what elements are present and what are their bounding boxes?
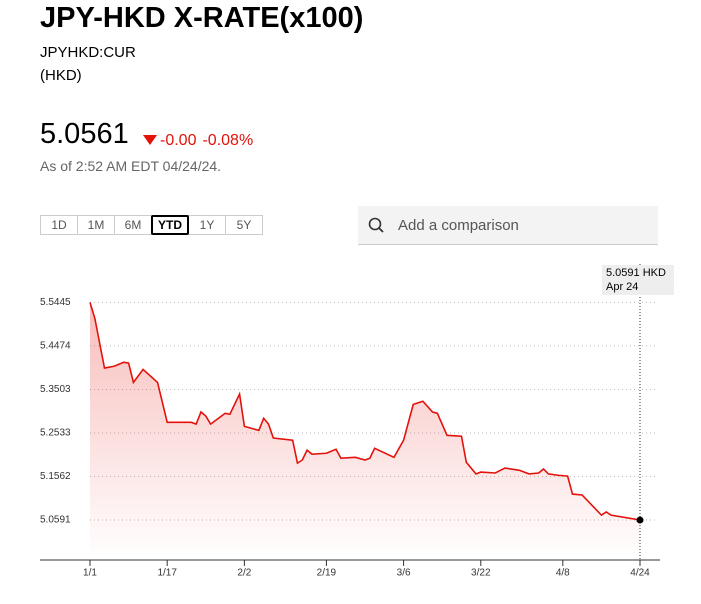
range-buttons: 1D 1M 6M YTD 1Y 5Y bbox=[40, 215, 263, 235]
tooltip-value: 5.0591 HKD bbox=[606, 267, 666, 279]
x-tick-label: 2/2 bbox=[237, 568, 251, 579]
y-tick-label: 5.1562 bbox=[40, 471, 71, 482]
title: JPY-HKD X-RATE(x100) bbox=[40, 2, 364, 34]
search-icon bbox=[368, 217, 384, 233]
tooltip-box bbox=[602, 265, 674, 295]
price: 5.0561 bbox=[40, 118, 129, 150]
x-tick-label: 4/24 bbox=[630, 568, 650, 579]
line bbox=[89, 302, 641, 521]
ticker: JPYHKD:CUR bbox=[40, 44, 136, 61]
y-tick-label: 5.5445 bbox=[40, 297, 71, 308]
tooltip-date: Apr 24 bbox=[606, 281, 638, 293]
x-tick-label: 1/1 bbox=[83, 568, 97, 579]
y-tick-label: 5.4474 bbox=[40, 341, 71, 352]
comparison-search[interactable]: Add a comparison bbox=[358, 206, 658, 245]
x-tick-label: 3/22 bbox=[471, 568, 491, 579]
x-tick-label: 2/19 bbox=[317, 568, 337, 579]
y-tick-label: 5.0591 bbox=[40, 515, 71, 526]
currency: (HKD) bbox=[40, 67, 82, 84]
as-of: As of 2:52 AM EDT 04/24/24. bbox=[40, 158, 222, 174]
change-value: -0.00 bbox=[160, 132, 197, 149]
last-point bbox=[636, 516, 644, 524]
down-arrow bbox=[143, 135, 157, 145]
range-button[interactable]: YTD bbox=[151, 215, 189, 235]
range-button[interactable]: 1Y bbox=[188, 215, 226, 235]
change-percent: -0.08% bbox=[202, 132, 254, 149]
x-tick-label: 1/17 bbox=[157, 568, 177, 579]
area bbox=[90, 302, 640, 560]
range-button[interactable]: 5Y bbox=[225, 215, 263, 235]
x-tick-label: 4/8 bbox=[556, 568, 570, 579]
range-button[interactable]: 1M bbox=[77, 215, 115, 235]
search-placeholder: Add a comparison bbox=[398, 216, 519, 234]
range-button[interactable]: 6M bbox=[114, 215, 152, 235]
x-tick-label: 3/6 bbox=[397, 568, 411, 579]
change: -0.00 -0.08% bbox=[143, 132, 259, 150]
y-tick-label: 5.3503 bbox=[40, 384, 71, 395]
y-tick-label: 5.2533 bbox=[40, 428, 71, 439]
